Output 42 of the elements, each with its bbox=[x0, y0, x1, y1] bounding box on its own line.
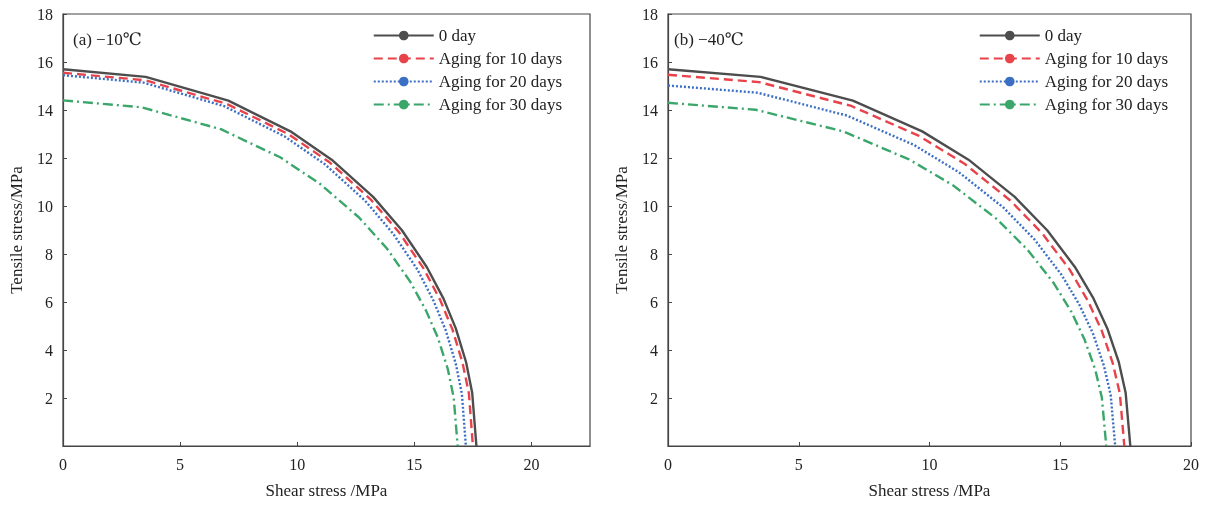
legend-label: Aging for 20 days bbox=[438, 72, 562, 91]
y-tick-label: 2 bbox=[650, 389, 658, 407]
y-tick-label: 18 bbox=[37, 5, 53, 23]
legend-label: Aging for 20 days bbox=[1044, 72, 1168, 91]
legend-label: 0 day bbox=[1044, 26, 1083, 45]
y-tick-label: 16 bbox=[37, 53, 53, 71]
x-tick-label: 5 bbox=[176, 455, 185, 473]
y-tick-label: 8 bbox=[45, 245, 53, 263]
x-tick-label: 15 bbox=[1052, 455, 1069, 473]
y-tick-label: 12 bbox=[642, 149, 658, 167]
y-tick-label: 6 bbox=[45, 293, 53, 311]
y-tick-label: 12 bbox=[37, 149, 53, 167]
y-tick-label: 4 bbox=[650, 341, 658, 359]
y-tick-label: 10 bbox=[642, 197, 658, 215]
y-tick-label: 10 bbox=[37, 197, 53, 215]
x-tick-label: 10 bbox=[289, 455, 306, 473]
x-tick-label: 0 bbox=[664, 455, 672, 473]
legend-label: Aging for 10 days bbox=[1044, 49, 1168, 68]
y-tick-label: 14 bbox=[37, 101, 53, 119]
legend-label: Aging for 10 days bbox=[438, 49, 562, 68]
x-tick-label: 20 bbox=[1183, 455, 1199, 473]
text: (b) −40℃ bbox=[674, 30, 744, 49]
y-axis-title: Tensile stress/MPa bbox=[612, 165, 631, 294]
y-axis-title: Tensile stress/MPa bbox=[7, 165, 26, 294]
y-tick-label: 14 bbox=[642, 101, 658, 119]
x-tick-label: 10 bbox=[921, 455, 938, 473]
legend-label: Aging for 30 days bbox=[438, 95, 562, 114]
x-tick-label: 20 bbox=[523, 455, 540, 473]
x-tick-label: 0 bbox=[59, 455, 67, 473]
y-tick-label: 4 bbox=[45, 341, 53, 359]
x-axis-title: Shear stress /MPa bbox=[265, 481, 388, 500]
x-tick-label: 5 bbox=[794, 455, 803, 473]
y-tick-label: 18 bbox=[642, 5, 658, 23]
y-tick-label: 16 bbox=[642, 53, 658, 71]
x-axis-title: Shear stress /MPa bbox=[868, 481, 991, 500]
x-tick-label: 15 bbox=[406, 455, 423, 473]
y-tick-label: 8 bbox=[650, 245, 658, 263]
y-tick-label: 2 bbox=[45, 389, 53, 407]
legend-label: Aging for 30 days bbox=[1044, 95, 1168, 114]
text: (a) −10℃ bbox=[73, 30, 142, 49]
legend-label: 0 day bbox=[438, 26, 477, 45]
y-tick-label: 6 bbox=[650, 293, 658, 311]
